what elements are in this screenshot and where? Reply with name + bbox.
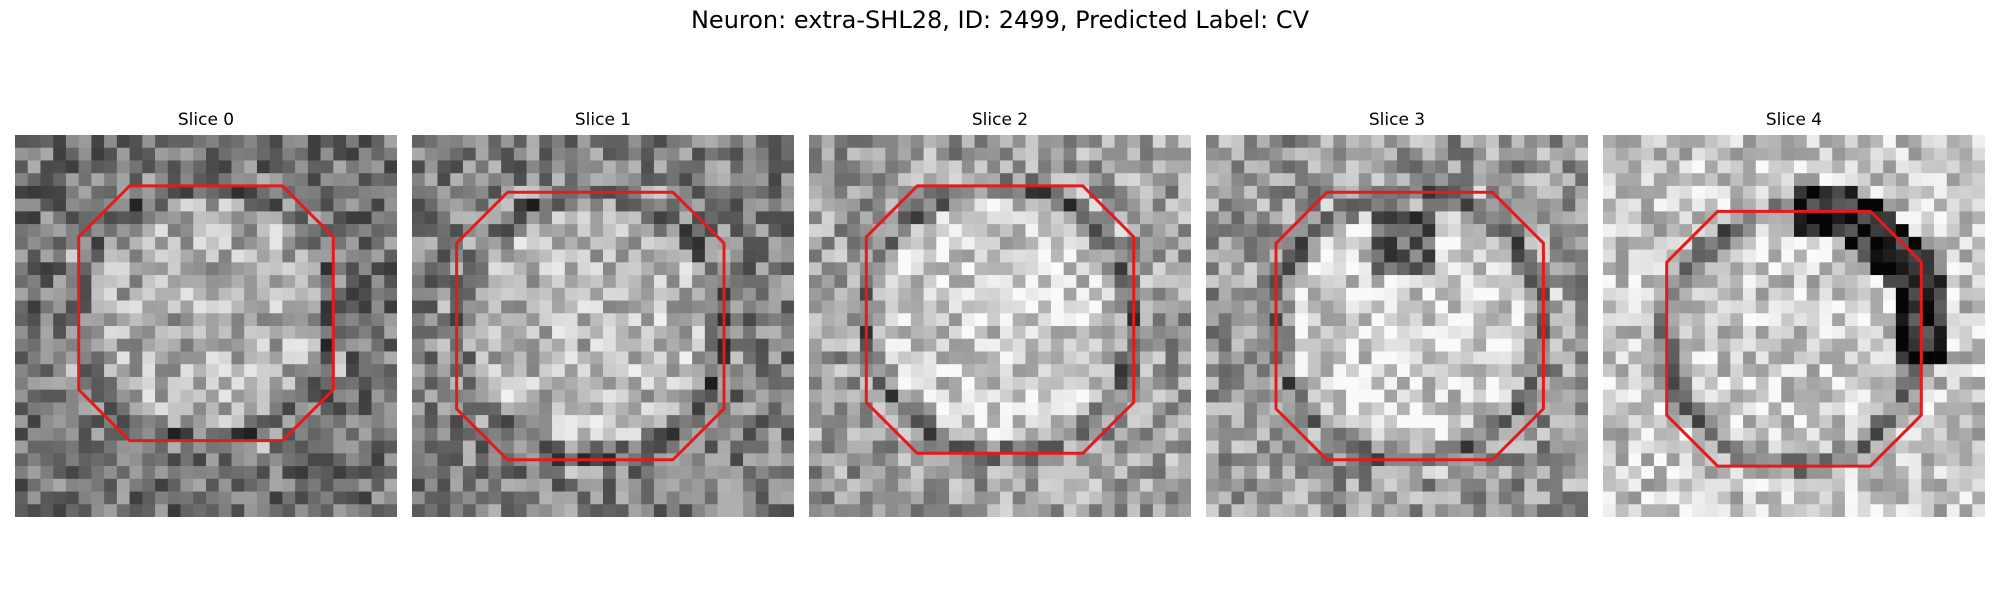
figure-title: Neuron: extra-SHL28, ID: 2499, Predicted… [690,6,1310,34]
slice-pixels-2 [809,135,1191,517]
slice-image-4 [1603,135,1985,517]
slice-panel-2: Slice 2 [809,0,1191,600]
slice-panel-3: Slice 3 [1206,0,1588,600]
slice-panel-0: Slice 0 [15,0,397,600]
slice-title-0: Slice 0 [177,110,235,130]
slice-image-2 [809,135,1191,517]
slice-pixels-0 [15,135,397,517]
slice-image-3 [1206,135,1588,517]
contour-outline-4 [1665,209,1923,468]
contour-outline-1 [455,190,726,462]
slice-title-2: Slice 2 [971,110,1029,130]
slice-image-0 [15,135,397,517]
slice-title-4: Slice 4 [1765,110,1823,130]
slice-panel-1: Slice 1 [412,0,794,600]
contour-outline-2 [864,184,1136,455]
slice-panel-4: Slice 4 [1603,0,1985,600]
contour-outline-3 [1274,190,1545,462]
slice-pixels-4 [1603,135,1985,517]
slice-title-3: Slice 3 [1368,110,1426,130]
slice-image-1 [412,135,794,517]
contour-outline-0 [77,184,335,443]
slice-title-1: Slice 1 [574,110,632,130]
slice-pixels-3 [1206,135,1588,517]
